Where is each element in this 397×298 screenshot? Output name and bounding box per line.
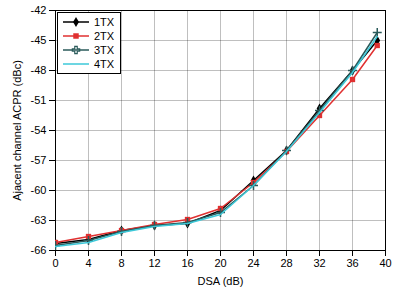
svg-text:Ajacent channel ACPR (dBc): Ajacent channel ACPR (dBc) [11, 60, 23, 201]
svg-text:32: 32 [313, 257, 325, 269]
svg-text:-48: -48 [31, 64, 47, 76]
svg-text:12: 12 [148, 257, 160, 269]
svg-text:20: 20 [214, 257, 226, 269]
svg-text:DSA (dB): DSA (dB) [198, 275, 244, 287]
svg-text:8: 8 [118, 257, 124, 269]
svg-text:-57: -57 [31, 154, 47, 166]
svg-text:40: 40 [379, 257, 391, 269]
svg-text:-42: -42 [31, 4, 47, 16]
svg-text:-66: -66 [31, 244, 47, 256]
svg-text:-45: -45 [31, 34, 47, 46]
svg-text:28: 28 [280, 257, 292, 269]
html-text:3TX: 3TX [94, 44, 115, 56]
svg-text:36: 36 [346, 257, 358, 269]
html-text:2TX: 2TX [94, 30, 115, 42]
svg-text:0: 0 [52, 257, 58, 269]
svg-text:-51: -51 [31, 94, 47, 106]
svg-text:16: 16 [181, 257, 193, 269]
html-text:1TX: 1TX [94, 16, 115, 28]
html-text:4TX: 4TX [94, 58, 115, 70]
svg-text:-60: -60 [31, 184, 47, 196]
svg-text:-63: -63 [31, 214, 47, 226]
svg-text:24: 24 [247, 257, 259, 269]
svg-text:-54: -54 [31, 124, 47, 136]
svg-text:4: 4 [85, 257, 91, 269]
